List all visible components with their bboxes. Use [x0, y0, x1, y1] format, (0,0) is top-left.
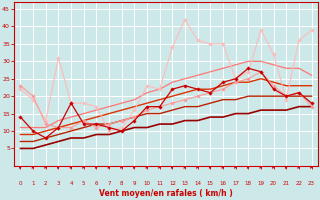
- X-axis label: Vent moyen/en rafales ( km/h ): Vent moyen/en rafales ( km/h ): [99, 189, 233, 198]
